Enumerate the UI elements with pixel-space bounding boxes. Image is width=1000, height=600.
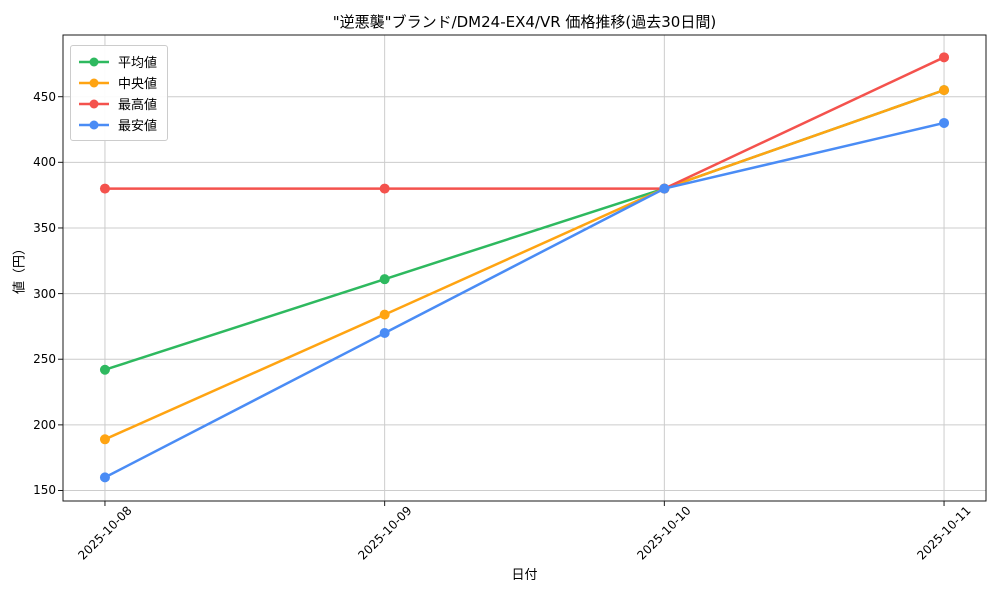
data-point-最高値-2025-10-09 xyxy=(379,183,390,194)
chart-title: "逆悪襲"ブランド/DM24-EX4/VR 価格推移(過去30日間) xyxy=(332,13,717,31)
data-point-最安値-2025-10-10 xyxy=(659,183,670,194)
legend-label: 中央値 xyxy=(118,77,158,92)
y-tick-label: 400 xyxy=(33,155,56,170)
legend-marker-中央値 xyxy=(79,78,109,87)
axes-frame xyxy=(62,34,987,502)
y-tick-label: 350 xyxy=(33,220,56,235)
legend-marker-平均値 xyxy=(79,57,109,66)
data-point-最高値-2025-10-11 xyxy=(939,52,950,63)
y-tick-label: 200 xyxy=(33,417,56,432)
legend-item-最安値: 最安値 xyxy=(78,114,157,135)
legend-label: 最安値 xyxy=(118,119,158,134)
series-line-中央値 xyxy=(103,88,946,441)
data-point-中央値-2025-10-11 xyxy=(939,85,950,96)
series-line-平均値 xyxy=(103,88,946,371)
data-point-中央値-2025-10-09 xyxy=(379,309,390,320)
legend-label: 最高値 xyxy=(118,98,158,113)
legend-item-中央値: 中央値 xyxy=(78,72,157,93)
legend: 平均値中央値最高値最安値 xyxy=(70,45,169,141)
y-tick-label: 450 xyxy=(33,89,56,104)
x-axis-label: 日付 xyxy=(511,568,538,583)
data-point-最安値-2025-10-09 xyxy=(379,327,390,338)
legend-marker-最安値 xyxy=(79,120,109,129)
series-line-最高値 xyxy=(103,56,946,190)
legend-label: 平均値 xyxy=(118,56,158,71)
data-point-最高値-2025-10-08 xyxy=(99,183,110,194)
data-point-最安値-2025-10-08 xyxy=(99,472,110,483)
legend-item-平均値: 平均値 xyxy=(78,51,157,72)
data-point-中央値-2025-10-08 xyxy=(99,434,110,445)
data-point-平均値-2025-10-08 xyxy=(99,364,110,375)
y-tick-label: 250 xyxy=(33,352,56,367)
data-point-最安値-2025-10-11 xyxy=(939,117,950,128)
data-point-平均値-2025-10-09 xyxy=(379,274,390,285)
legend-item-最高値: 最高値 xyxy=(78,93,157,114)
series-line-最安値 xyxy=(103,121,946,479)
y-tick-label: 150 xyxy=(33,483,56,498)
legend-marker-最高値 xyxy=(79,99,109,108)
y-tick-label: 300 xyxy=(33,286,56,301)
